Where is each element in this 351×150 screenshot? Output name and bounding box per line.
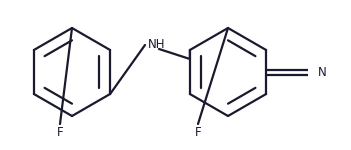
Text: NH: NH [148,39,166,51]
Text: F: F [57,126,63,138]
Text: F: F [195,126,201,138]
Text: N: N [318,66,327,78]
